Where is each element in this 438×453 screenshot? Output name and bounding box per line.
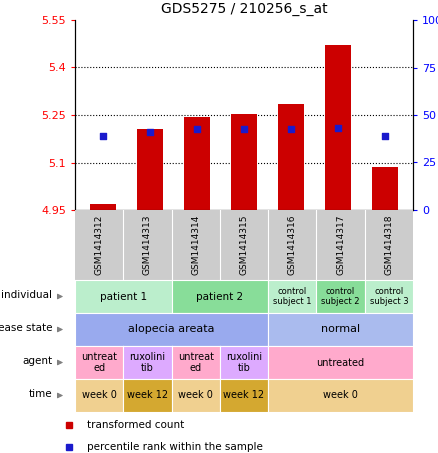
Bar — [231, 114, 257, 210]
Text: disease state: disease state — [0, 323, 53, 333]
Bar — [372, 167, 398, 210]
Text: normal: normal — [321, 324, 360, 334]
Text: GSM1414314: GSM1414314 — [191, 215, 200, 275]
Text: control
subject 3: control subject 3 — [370, 287, 408, 306]
Text: patient 2: patient 2 — [196, 291, 244, 302]
Point — [240, 125, 247, 133]
Text: control
subject 2: control subject 2 — [321, 287, 360, 306]
Text: agent: agent — [22, 356, 53, 366]
Text: control
subject 1: control subject 1 — [273, 287, 311, 306]
Point — [334, 124, 341, 131]
Text: week 12: week 12 — [223, 390, 265, 400]
Text: untreat
ed: untreat ed — [178, 352, 214, 373]
Text: week 0: week 0 — [178, 390, 213, 400]
Text: transformed count: transformed count — [87, 419, 184, 429]
Title: GDS5275 / 210256_s_at: GDS5275 / 210256_s_at — [161, 2, 327, 16]
Text: GSM1414316: GSM1414316 — [288, 215, 297, 275]
Text: untreat
ed: untreat ed — [81, 352, 117, 373]
Text: week 12: week 12 — [127, 390, 168, 400]
Text: alopecia areata: alopecia areata — [128, 324, 215, 334]
Text: GSM1414317: GSM1414317 — [336, 215, 345, 275]
Text: ruxolini
tib: ruxolini tib — [129, 352, 166, 373]
Bar — [90, 204, 116, 210]
Point — [194, 125, 201, 133]
Point — [100, 132, 107, 139]
Point — [147, 129, 154, 136]
Point — [287, 125, 294, 133]
Text: GSM1414312: GSM1414312 — [95, 215, 104, 275]
Text: untreated: untreated — [317, 357, 364, 367]
Bar — [137, 129, 163, 210]
Text: individual: individual — [1, 290, 53, 300]
Text: percentile rank within the sample: percentile rank within the sample — [87, 442, 263, 452]
Text: GSM1414313: GSM1414313 — [143, 215, 152, 275]
Text: week 0: week 0 — [82, 390, 117, 400]
Text: GSM1414315: GSM1414315 — [240, 215, 248, 275]
Text: GSM1414318: GSM1414318 — [385, 215, 393, 275]
Text: ruxolini
tib: ruxolini tib — [226, 352, 262, 373]
Text: time: time — [29, 389, 53, 399]
Bar — [184, 116, 210, 210]
Point — [381, 132, 389, 139]
Bar — [278, 104, 304, 210]
Text: patient 1: patient 1 — [100, 291, 147, 302]
Text: week 0: week 0 — [323, 390, 358, 400]
Bar — [325, 45, 351, 210]
